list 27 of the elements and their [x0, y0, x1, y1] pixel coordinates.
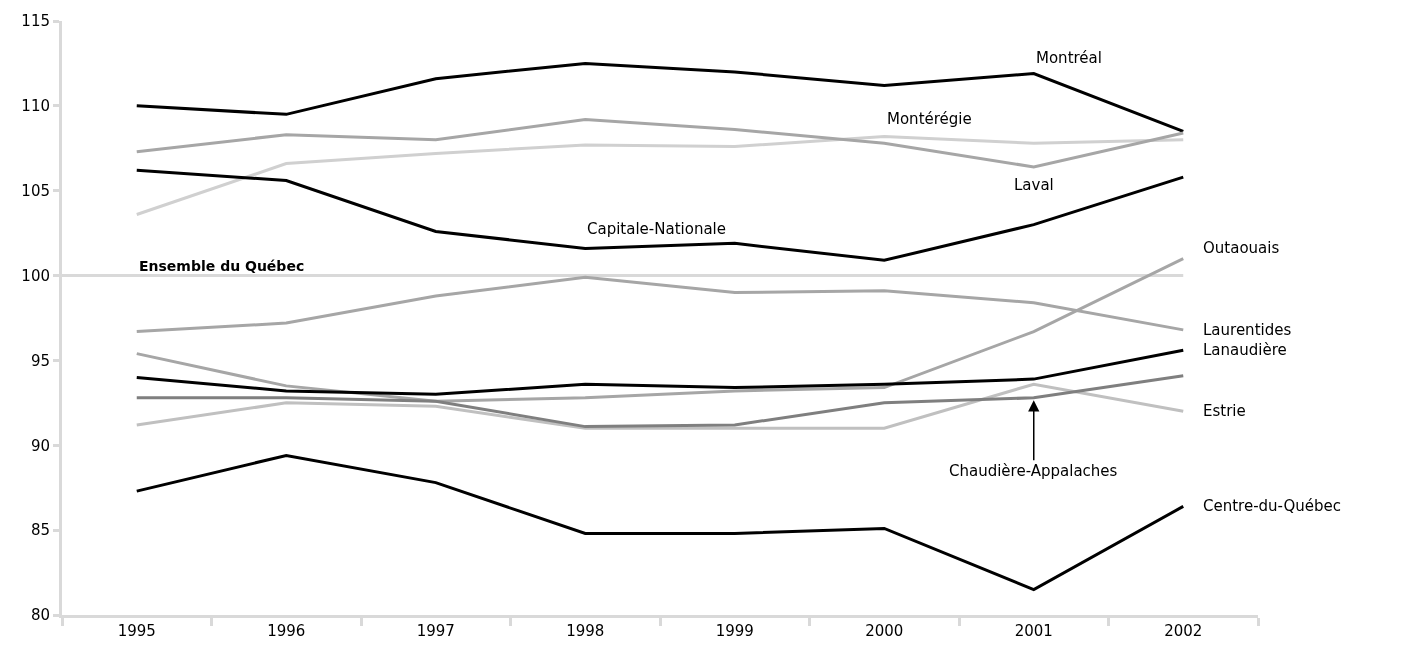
- x-tick-label: 1999: [715, 622, 754, 640]
- x-tick-label: 2002: [1164, 622, 1203, 640]
- x-tick-label: 2001: [1014, 622, 1053, 640]
- series-label: Montérégie: [887, 110, 972, 128]
- series-label: Centre-du-Québec: [1203, 497, 1342, 515]
- series-label: Montréal: [1036, 49, 1102, 67]
- y-tick-label: 100: [21, 266, 50, 285]
- y-tick-label: 95: [30, 351, 50, 370]
- series-label: Lanaudière: [1203, 341, 1287, 359]
- x-tick-label: 1996: [267, 622, 306, 640]
- text: Chaudière-Appalaches: [949, 462, 1118, 480]
- x-tick-label: 1998: [566, 622, 605, 640]
- y-tick-label: 110: [21, 97, 50, 116]
- y-tick-label: 105: [21, 181, 50, 200]
- series-label: Capitale-Nationale: [587, 220, 726, 238]
- series-label: Laurentides: [1203, 321, 1292, 339]
- y-tick-label: 85: [30, 521, 50, 540]
- series-label: Outaouais: [1203, 239, 1280, 257]
- series-label: Estrie: [1203, 402, 1246, 420]
- ref-line-label: Ensemble du Québec: [139, 258, 305, 274]
- series-label: Laval: [1014, 176, 1054, 194]
- x-tick-label: 1995: [117, 622, 156, 640]
- y-tick-label: 90: [30, 436, 50, 455]
- y-tick-label: 80: [30, 606, 50, 625]
- y-tick-label: 115: [21, 12, 50, 31]
- x-tick-label: 2000: [865, 622, 904, 640]
- x-tick-label: 1997: [416, 622, 455, 640]
